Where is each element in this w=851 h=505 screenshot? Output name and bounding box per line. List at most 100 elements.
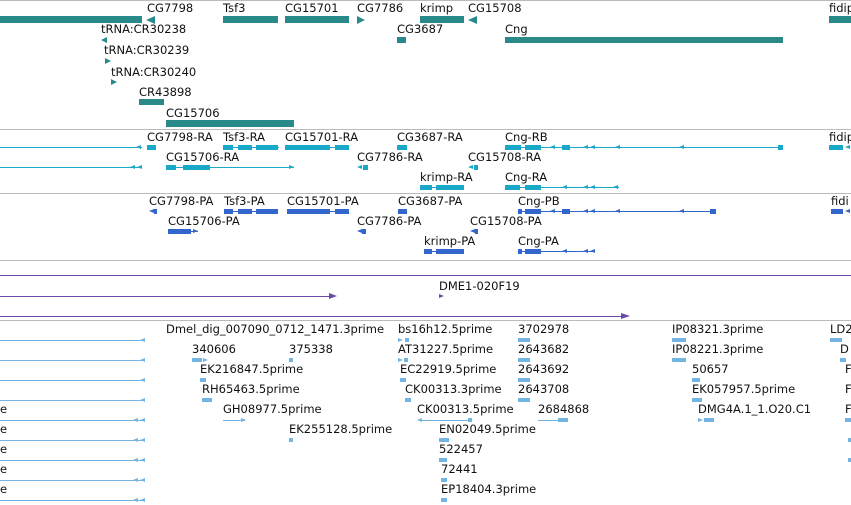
transcript-label[interactable]: Cng-RB: [505, 130, 548, 144]
est-label[interactable]: IP08221.3prime: [672, 342, 764, 356]
transcript-feature[interactable]: [0, 147, 142, 148]
est-feature[interactable]: [200, 378, 206, 382]
est-feature[interactable]: [704, 418, 714, 422]
protein-feature[interactable]: [525, 209, 541, 214]
est-label[interactable]: IP08321.3prime: [672, 322, 764, 336]
gene-label[interactable]: CG3687: [397, 22, 444, 36]
est-feature[interactable]: [404, 358, 408, 362]
protein-label[interactable]: CG3687-PA: [398, 194, 463, 208]
transcript-feature[interactable]: [420, 185, 432, 190]
est-feature[interactable]: [692, 378, 700, 382]
est-feature[interactable]: [845, 418, 851, 422]
est-label[interactable]: 2643692: [518, 362, 570, 376]
protein-feature[interactable]: [168, 229, 191, 234]
protein-feature[interactable]: [562, 209, 570, 214]
protein-label[interactable]: Tsf3-PA: [224, 194, 265, 208]
transcript-label[interactable]: Tsf3-RA: [223, 130, 266, 144]
est-feature[interactable]: [558, 418, 568, 422]
est-label[interactable]: bs16h12.5prime: [398, 322, 493, 336]
est-feature[interactable]: [672, 338, 686, 342]
transcript-feature[interactable]: [436, 185, 464, 190]
transcript-label[interactable]: CG7786-RA: [357, 150, 423, 164]
gene-feature[interactable]: [505, 37, 783, 43]
est-feature[interactable]: [0, 460, 145, 461]
est-feature[interactable]: [192, 358, 202, 362]
transcript-feature[interactable]: [238, 145, 252, 150]
clone-feature[interactable]: [0, 275, 851, 276]
est-feature[interactable]: [405, 398, 411, 402]
transcript-feature[interactable]: [166, 167, 294, 168]
est-feature[interactable]: [441, 478, 447, 482]
est-feature[interactable]: [672, 358, 686, 362]
est-label[interactable]: F: [845, 402, 851, 416]
protein-feature[interactable]: [475, 229, 478, 234]
est-feature[interactable]: [518, 378, 530, 382]
gene-feature[interactable]: [357, 16, 365, 24]
est-feature[interactable]: [830, 338, 842, 342]
transcript-feature[interactable]: [829, 145, 843, 150]
transcript-label[interactable]: krimp-RA: [420, 170, 473, 184]
protein-feature[interactable]: [224, 209, 233, 214]
gene-label[interactable]: CR43898: [139, 85, 192, 99]
protein-label[interactable]: Cng-PB: [518, 194, 560, 208]
est-feature[interactable]: [289, 438, 293, 442]
protein-feature[interactable]: [256, 209, 278, 214]
transcript-feature[interactable]: [223, 145, 233, 150]
transcript-feature[interactable]: [363, 165, 368, 170]
est-feature[interactable]: [202, 398, 212, 402]
est-label[interactable]: AT31227.5prime: [398, 342, 494, 356]
protein-feature[interactable]: [362, 229, 366, 234]
protein-feature[interactable]: [518, 251, 595, 252]
protein-feature[interactable]: [831, 209, 843, 214]
est-feature[interactable]: [0, 440, 145, 441]
est-feature[interactable]: [692, 398, 702, 402]
clone-feature[interactable]: [0, 316, 622, 317]
transcript-feature[interactable]: [505, 145, 521, 150]
gene-feature[interactable]: [139, 99, 164, 105]
protein-label[interactable]: CG7798-PA: [149, 194, 214, 208]
est-feature[interactable]: [840, 358, 846, 362]
gene-label[interactable]: tRNA:CR30238: [101, 22, 187, 36]
transcript-label[interactable]: CG15706-RA: [166, 150, 240, 164]
est-label[interactable]: 72441: [441, 462, 478, 476]
est-label[interactable]: F: [845, 362, 851, 376]
est-feature[interactable]: [0, 360, 145, 361]
transcript-label[interactable]: Cng-RA: [505, 170, 548, 184]
gene-feature[interactable]: [105, 58, 111, 64]
transcript-feature[interactable]: [505, 185, 520, 190]
est-label[interactable]: EP18404.3prime: [441, 482, 537, 496]
est-label[interactable]: CK00313.3prime: [405, 382, 502, 396]
transcript-feature[interactable]: [166, 165, 176, 170]
gene-label[interactable]: Tsf3: [223, 1, 246, 15]
est-feature[interactable]: [518, 398, 530, 402]
protein-feature[interactable]: [710, 209, 716, 214]
clone-label[interactable]: DME1-020F19: [439, 279, 520, 293]
gene-label[interactable]: CG7798: [147, 1, 194, 15]
transcript-feature[interactable]: [147, 145, 156, 150]
gene-feature[interactable]: [468, 16, 477, 24]
est-feature[interactable]: [289, 358, 293, 362]
protein-label[interactable]: Cng-PA: [518, 234, 559, 248]
gene-label[interactable]: tRNA:CR30240: [111, 65, 197, 79]
gene-feature[interactable]: [0, 16, 142, 23]
protein-feature[interactable]: [398, 209, 407, 214]
est-feature[interactable]: [0, 340, 145, 341]
transcript-feature[interactable]: [525, 185, 541, 190]
transcript-feature[interactable]: [256, 145, 278, 150]
est-label[interactable]: D: [840, 342, 849, 356]
protein-feature[interactable]: [424, 249, 432, 254]
est-label[interactable]: 3702978: [518, 322, 570, 336]
gene-feature[interactable]: [420, 16, 464, 23]
est-feature[interactable]: [405, 338, 409, 342]
protein-feature[interactable]: [518, 249, 522, 254]
transcript-feature[interactable]: [183, 165, 210, 170]
protein-label[interactable]: CG7786-PA: [357, 214, 422, 228]
est-label[interactable]: 340606: [192, 342, 236, 356]
protein-feature[interactable]: [287, 209, 330, 214]
transcript-feature[interactable]: [0, 167, 142, 168]
gene-feature[interactable]: [166, 120, 294, 127]
protein-label[interactable]: krimp-PA: [424, 234, 476, 248]
est-feature[interactable]: [848, 438, 851, 442]
gene-feature[interactable]: [829, 16, 851, 23]
est-label[interactable]: 375338: [289, 342, 333, 356]
